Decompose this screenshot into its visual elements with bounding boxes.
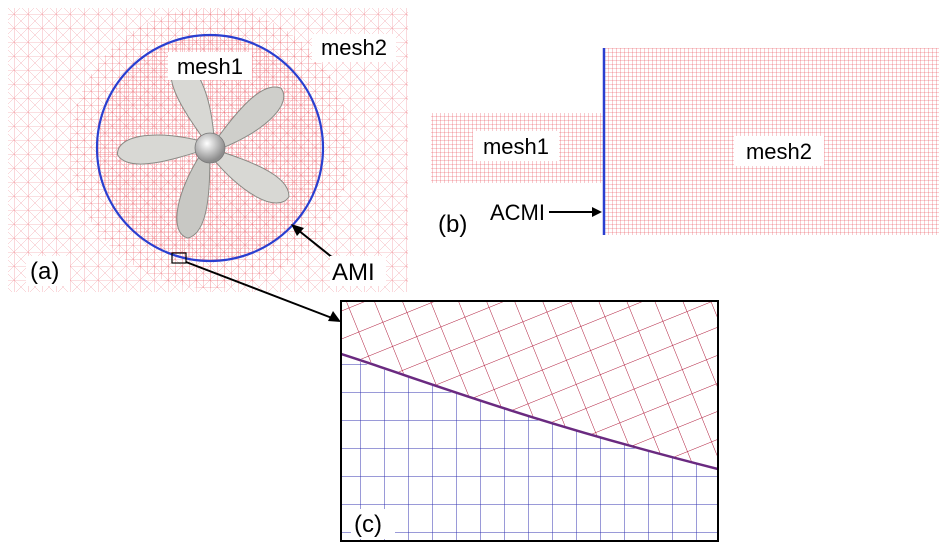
panel-c: (c) bbox=[340, 300, 719, 542]
propeller-blade bbox=[209, 147, 290, 204]
zoom-box bbox=[171, 252, 187, 264]
panel-b: mesh1 mesh2 ACMI (b) bbox=[431, 48, 939, 238]
panel-b-label: (b) bbox=[438, 211, 467, 238]
panel-c-label: (c) bbox=[354, 511, 382, 538]
panel-b-mesh1-label-bg bbox=[473, 131, 559, 161]
propeller bbox=[116, 60, 290, 239]
panel-a-mesh2-label-bg bbox=[312, 34, 396, 62]
panel-a-mesh1-label-bg bbox=[168, 52, 252, 80]
panel-a-label-bg bbox=[26, 256, 70, 286]
panel-a-mesh1-label: mesh1 bbox=[177, 54, 243, 79]
panel-c-label-bg bbox=[351, 509, 395, 539]
panel-c-frame bbox=[340, 300, 719, 542]
panel-b-acmi-label: ACMI bbox=[490, 200, 545, 225]
ami-arrow bbox=[297, 229, 334, 259]
panel-a-label: (a) bbox=[30, 258, 59, 285]
panel-b-mesh1-label: mesh1 bbox=[483, 134, 549, 159]
acmi-arrow-head bbox=[592, 207, 602, 217]
panel-b-mesh2-label-bg bbox=[734, 136, 824, 166]
panel-c-inner-mesh-red bbox=[341, 301, 718, 468]
panel-c-outer-mesh-blue bbox=[341, 356, 718, 541]
ami-interface-circle bbox=[95, 33, 325, 263]
ami-arrow-head bbox=[291, 224, 304, 236]
panel-a-ami-label-bg bbox=[330, 256, 386, 286]
panel-a-ami-label: AMI bbox=[332, 259, 375, 286]
propeller-blade bbox=[209, 86, 285, 150]
panel-a-mesh2-label: mesh2 bbox=[321, 35, 387, 60]
zoom-arrow bbox=[185, 261, 333, 319]
zoom-arrow-head bbox=[328, 311, 341, 322]
panel-c-interface-curve bbox=[341, 352, 718, 471]
propeller-blade bbox=[176, 147, 211, 239]
propeller-blade bbox=[116, 134, 211, 165]
panel-b-mesh2-label: mesh2 bbox=[746, 139, 812, 164]
propeller-hub bbox=[194, 132, 226, 164]
